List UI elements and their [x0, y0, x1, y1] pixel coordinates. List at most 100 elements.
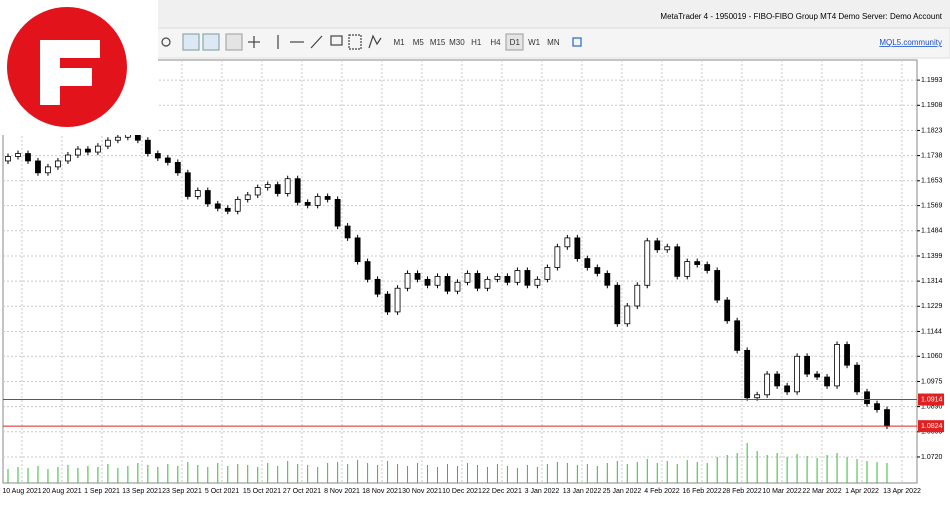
- title-bar: [0, 0, 950, 28]
- candle: [884, 409, 890, 427]
- volume-bar: [806, 456, 808, 483]
- y-tick-label: 1.0720: [921, 454, 943, 461]
- volume-bar: [476, 465, 478, 483]
- volume-bar: [816, 458, 818, 483]
- candle: [424, 278, 431, 286]
- y-tick-label: 1.0890: [921, 403, 943, 410]
- timeframe-button[interactable]: H1: [471, 38, 482, 47]
- volume-bar: [856, 459, 858, 483]
- timeframe-button[interactable]: M30: [449, 38, 465, 47]
- volume-bar: [267, 463, 269, 483]
- volume-bar: [107, 464, 109, 483]
- fibo-icon[interactable]: [368, 34, 382, 49]
- timeframe-button[interactable]: M15: [430, 38, 446, 47]
- x-tick-label: 13 Apr 2022: [883, 488, 921, 495]
- x-tick-label: 16 Feb 2022: [682, 488, 721, 495]
- timeframe-button[interactable]: D1: [510, 38, 521, 47]
- volume-bar: [97, 467, 99, 483]
- volume-bar: [67, 465, 69, 483]
- volume-bar: [796, 454, 798, 483]
- volume-bar: [536, 467, 538, 483]
- volume-bar: [297, 464, 299, 483]
- fullscreen-icon[interactable]: [572, 37, 582, 47]
- volume-bar: [656, 463, 658, 483]
- y-tick-label: 1.1144: [921, 328, 942, 335]
- volume-bar: [347, 464, 349, 483]
- candle: [654, 240, 661, 251]
- zoom-icon[interactable]: [161, 37, 171, 47]
- x-tick-label: 18 Nov 2021: [362, 488, 402, 495]
- x-tick-label: 4 Feb 2022: [644, 488, 680, 495]
- volume-bar: [47, 469, 49, 483]
- candle: [554, 246, 561, 268]
- mql5-link[interactable]: MQL5.community: [879, 38, 942, 47]
- timeframe-button[interactable]: M5: [413, 38, 425, 47]
- volume-bar: [626, 464, 628, 483]
- candle: [834, 344, 840, 387]
- timeframe-button[interactable]: W1: [528, 38, 541, 47]
- candle: [234, 199, 241, 212]
- y-tick-label: 1.1060: [921, 353, 943, 360]
- volume-bar: [716, 457, 718, 483]
- candle: [164, 157, 171, 163]
- candle: [754, 394, 761, 399]
- x-tick-label: 10 Mar 2022: [762, 488, 801, 495]
- candle: [594, 267, 601, 274]
- candle: [174, 162, 181, 174]
- volume-bar: [427, 465, 429, 483]
- volume-bar: [87, 466, 89, 483]
- candle: [564, 237, 571, 248]
- volume-bar: [277, 466, 279, 483]
- volume-bar: [726, 455, 728, 483]
- candle: [204, 190, 211, 205]
- volume-bar: [367, 463, 369, 483]
- grid: [3, 60, 917, 483]
- timeframe-button[interactable]: MN: [547, 38, 560, 47]
- toolbar: [0, 27, 950, 59]
- y-tick-label: 1.1993: [921, 77, 943, 84]
- volume-bar: [836, 453, 838, 483]
- volume-bar: [327, 463, 329, 483]
- volume-bar: [447, 464, 448, 483]
- candle: [524, 270, 531, 286]
- timeframe-button[interactable]: H4: [490, 38, 501, 47]
- text-icon[interactable]: [330, 35, 343, 46]
- autoscroll-button[interactable]: [182, 33, 200, 51]
- candle: [664, 246, 671, 251]
- timeframe-button[interactable]: M1: [393, 38, 405, 47]
- volume-bar: [147, 465, 149, 483]
- x-tick-label: 5 Oct 2021: [205, 488, 239, 495]
- volume-bar: [846, 457, 848, 483]
- candle: [5, 156, 11, 162]
- channel-icon[interactable]: [348, 34, 362, 50]
- cursor-button[interactable]: [225, 33, 243, 51]
- active-timeframe-box: [505, 33, 524, 51]
- y-tick-label: 1.1738: [921, 152, 943, 159]
- candle: [374, 278, 381, 295]
- candle: [394, 287, 401, 313]
- candle: [874, 403, 880, 410]
- candle: [15, 153, 21, 157]
- volume-bar: [207, 467, 209, 483]
- x-tick-label: 8 Nov 2021: [324, 488, 360, 495]
- y-tick-label: 1.1653: [921, 178, 943, 185]
- trendline-icon[interactable]: [310, 35, 323, 49]
- chart-shift-button[interactable]: [202, 33, 220, 51]
- candle: [764, 373, 771, 396]
- candle: [844, 344, 850, 366]
- volume-bar: [417, 463, 419, 483]
- volume-bar: [786, 457, 788, 483]
- candle: [484, 278, 491, 289]
- volume-bar: [307, 465, 309, 483]
- volume-bar: [337, 462, 339, 483]
- candle: [224, 207, 231, 212]
- volume-bar: [666, 461, 668, 483]
- candle: [304, 201, 311, 206]
- volume-bar: [636, 462, 638, 483]
- candle: [284, 178, 291, 194]
- volume-bar: [826, 455, 828, 483]
- y-tick-label: 1.1569: [921, 202, 943, 209]
- volume-bar: [886, 463, 888, 483]
- logo-circle: [7, 7, 127, 127]
- y-tick-label: 1.1399: [921, 253, 943, 260]
